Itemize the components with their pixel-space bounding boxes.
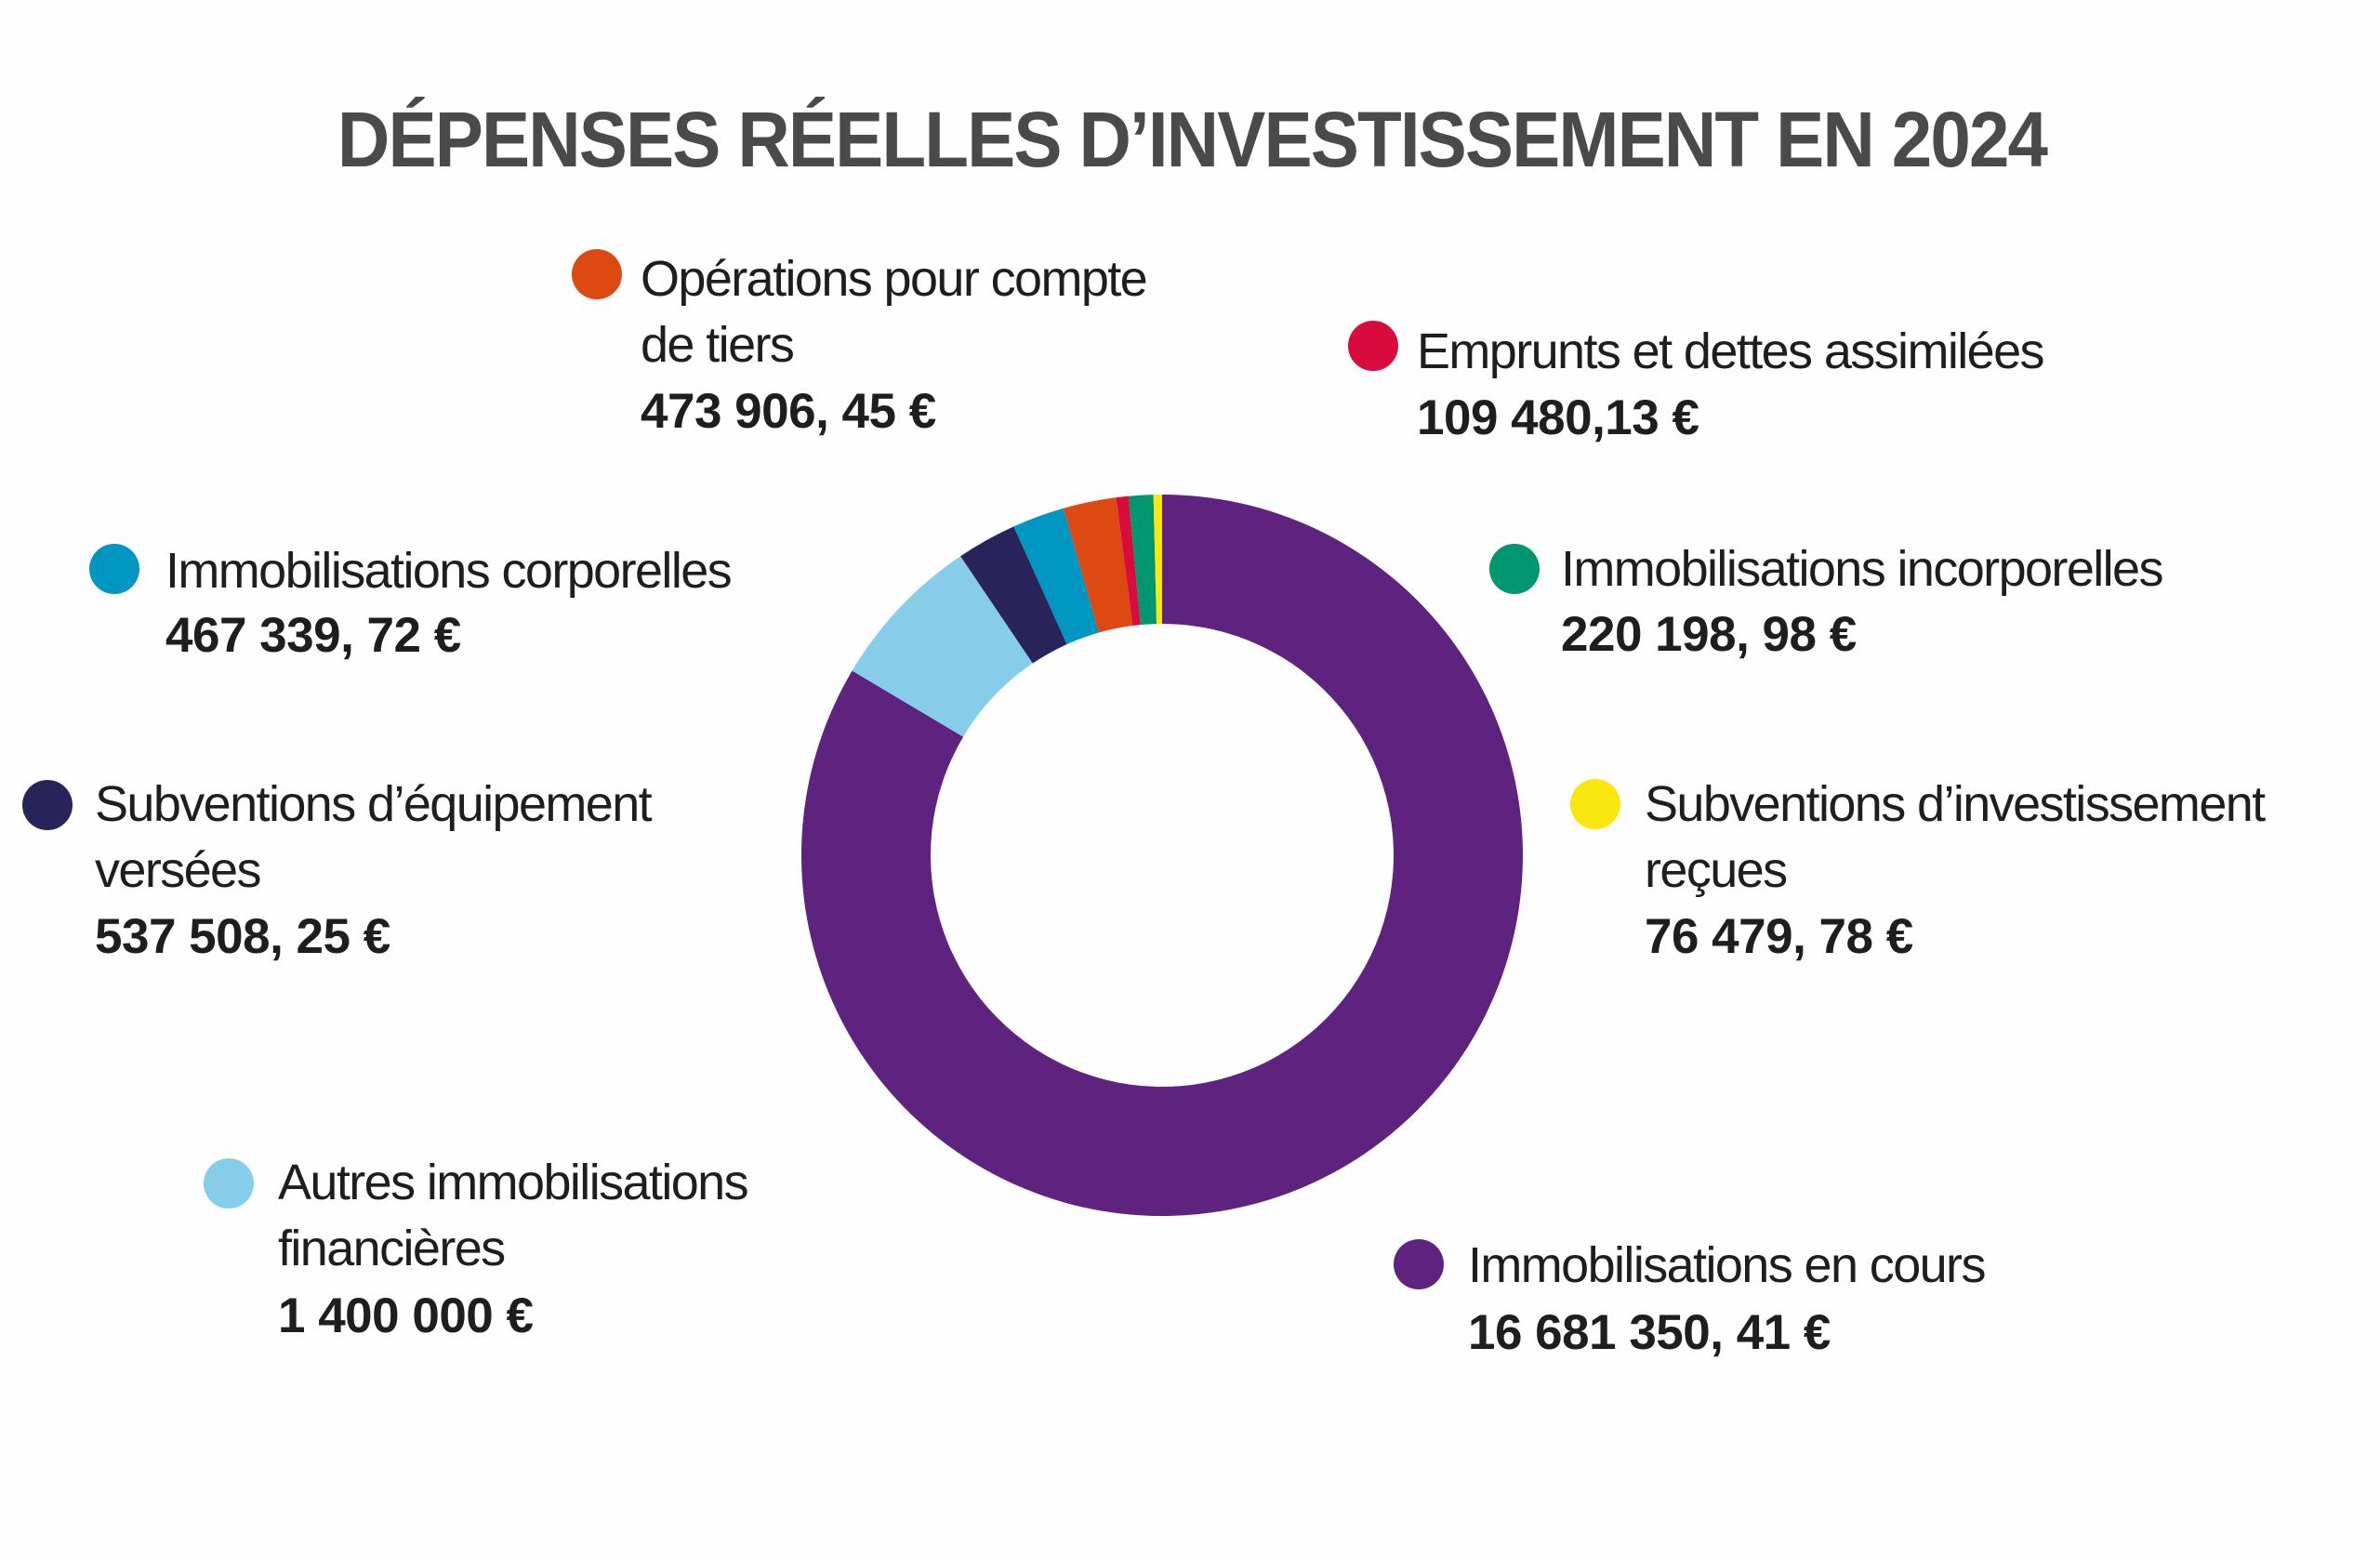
legend-dot-icon xyxy=(1348,321,1398,371)
legend-label: financières xyxy=(278,1221,506,1276)
legend-label: de tiers xyxy=(641,317,795,373)
legend-value: 537 508, 25 € xyxy=(95,909,390,964)
legend-dot-icon xyxy=(204,1158,254,1209)
legend-dot-icon xyxy=(1394,1239,1444,1289)
donut-slice-autres_fin xyxy=(852,556,1033,737)
donut-slice-corporelles xyxy=(1013,508,1099,645)
donut-slice-subv_invest xyxy=(1153,495,1162,625)
legend-value: 473 906, 45 € xyxy=(641,384,936,439)
legend-dot-icon xyxy=(1570,779,1620,829)
legend-label: Immobilisations incorporelles xyxy=(1561,541,2163,597)
legend-dot-icon xyxy=(22,780,73,830)
legend-dot-icon xyxy=(572,249,622,299)
donut-slice-en_cours xyxy=(800,495,1523,1216)
legend-value: 16 681 350, 41 € xyxy=(1468,1305,1831,1360)
legend-value: 467 339, 72 € xyxy=(165,608,461,663)
legend-dot-icon xyxy=(1489,544,1540,594)
legend-label: versées xyxy=(95,842,261,898)
donut-slice-incorporelles xyxy=(1128,495,1157,626)
legend-value: 76 479, 78 € xyxy=(1645,909,1913,964)
legend-value: 220 198, 98 € xyxy=(1561,607,1857,662)
donut-slice-subv_equip xyxy=(960,526,1067,664)
legend-label: Immobilisations en cours xyxy=(1468,1237,1986,1293)
legend-label: Autres immobilisations xyxy=(278,1155,749,1210)
legend-label: Opérations pour compte xyxy=(641,251,1148,307)
legend-dot-icon xyxy=(89,544,139,594)
legend-label: Subventions d’investissement xyxy=(1645,776,2266,832)
donut-slice-tiers xyxy=(1063,497,1133,633)
legend-label: reçues xyxy=(1645,842,1788,898)
legend-value: 1 400 000 € xyxy=(278,1288,534,1343)
legend-value: 109 480,13 € xyxy=(1417,390,1699,445)
donut-slice-emprunts xyxy=(1116,495,1141,627)
legend-label: Emprunts et dettes assimilées xyxy=(1417,324,2045,379)
chart-title: DÉPENSES RÉELLES D’INVESTISSEMENT EN 202… xyxy=(337,96,2048,183)
legend-label: Subventions d’équipement xyxy=(95,776,653,832)
legend-label: Immobilisations corporelles xyxy=(165,543,733,599)
